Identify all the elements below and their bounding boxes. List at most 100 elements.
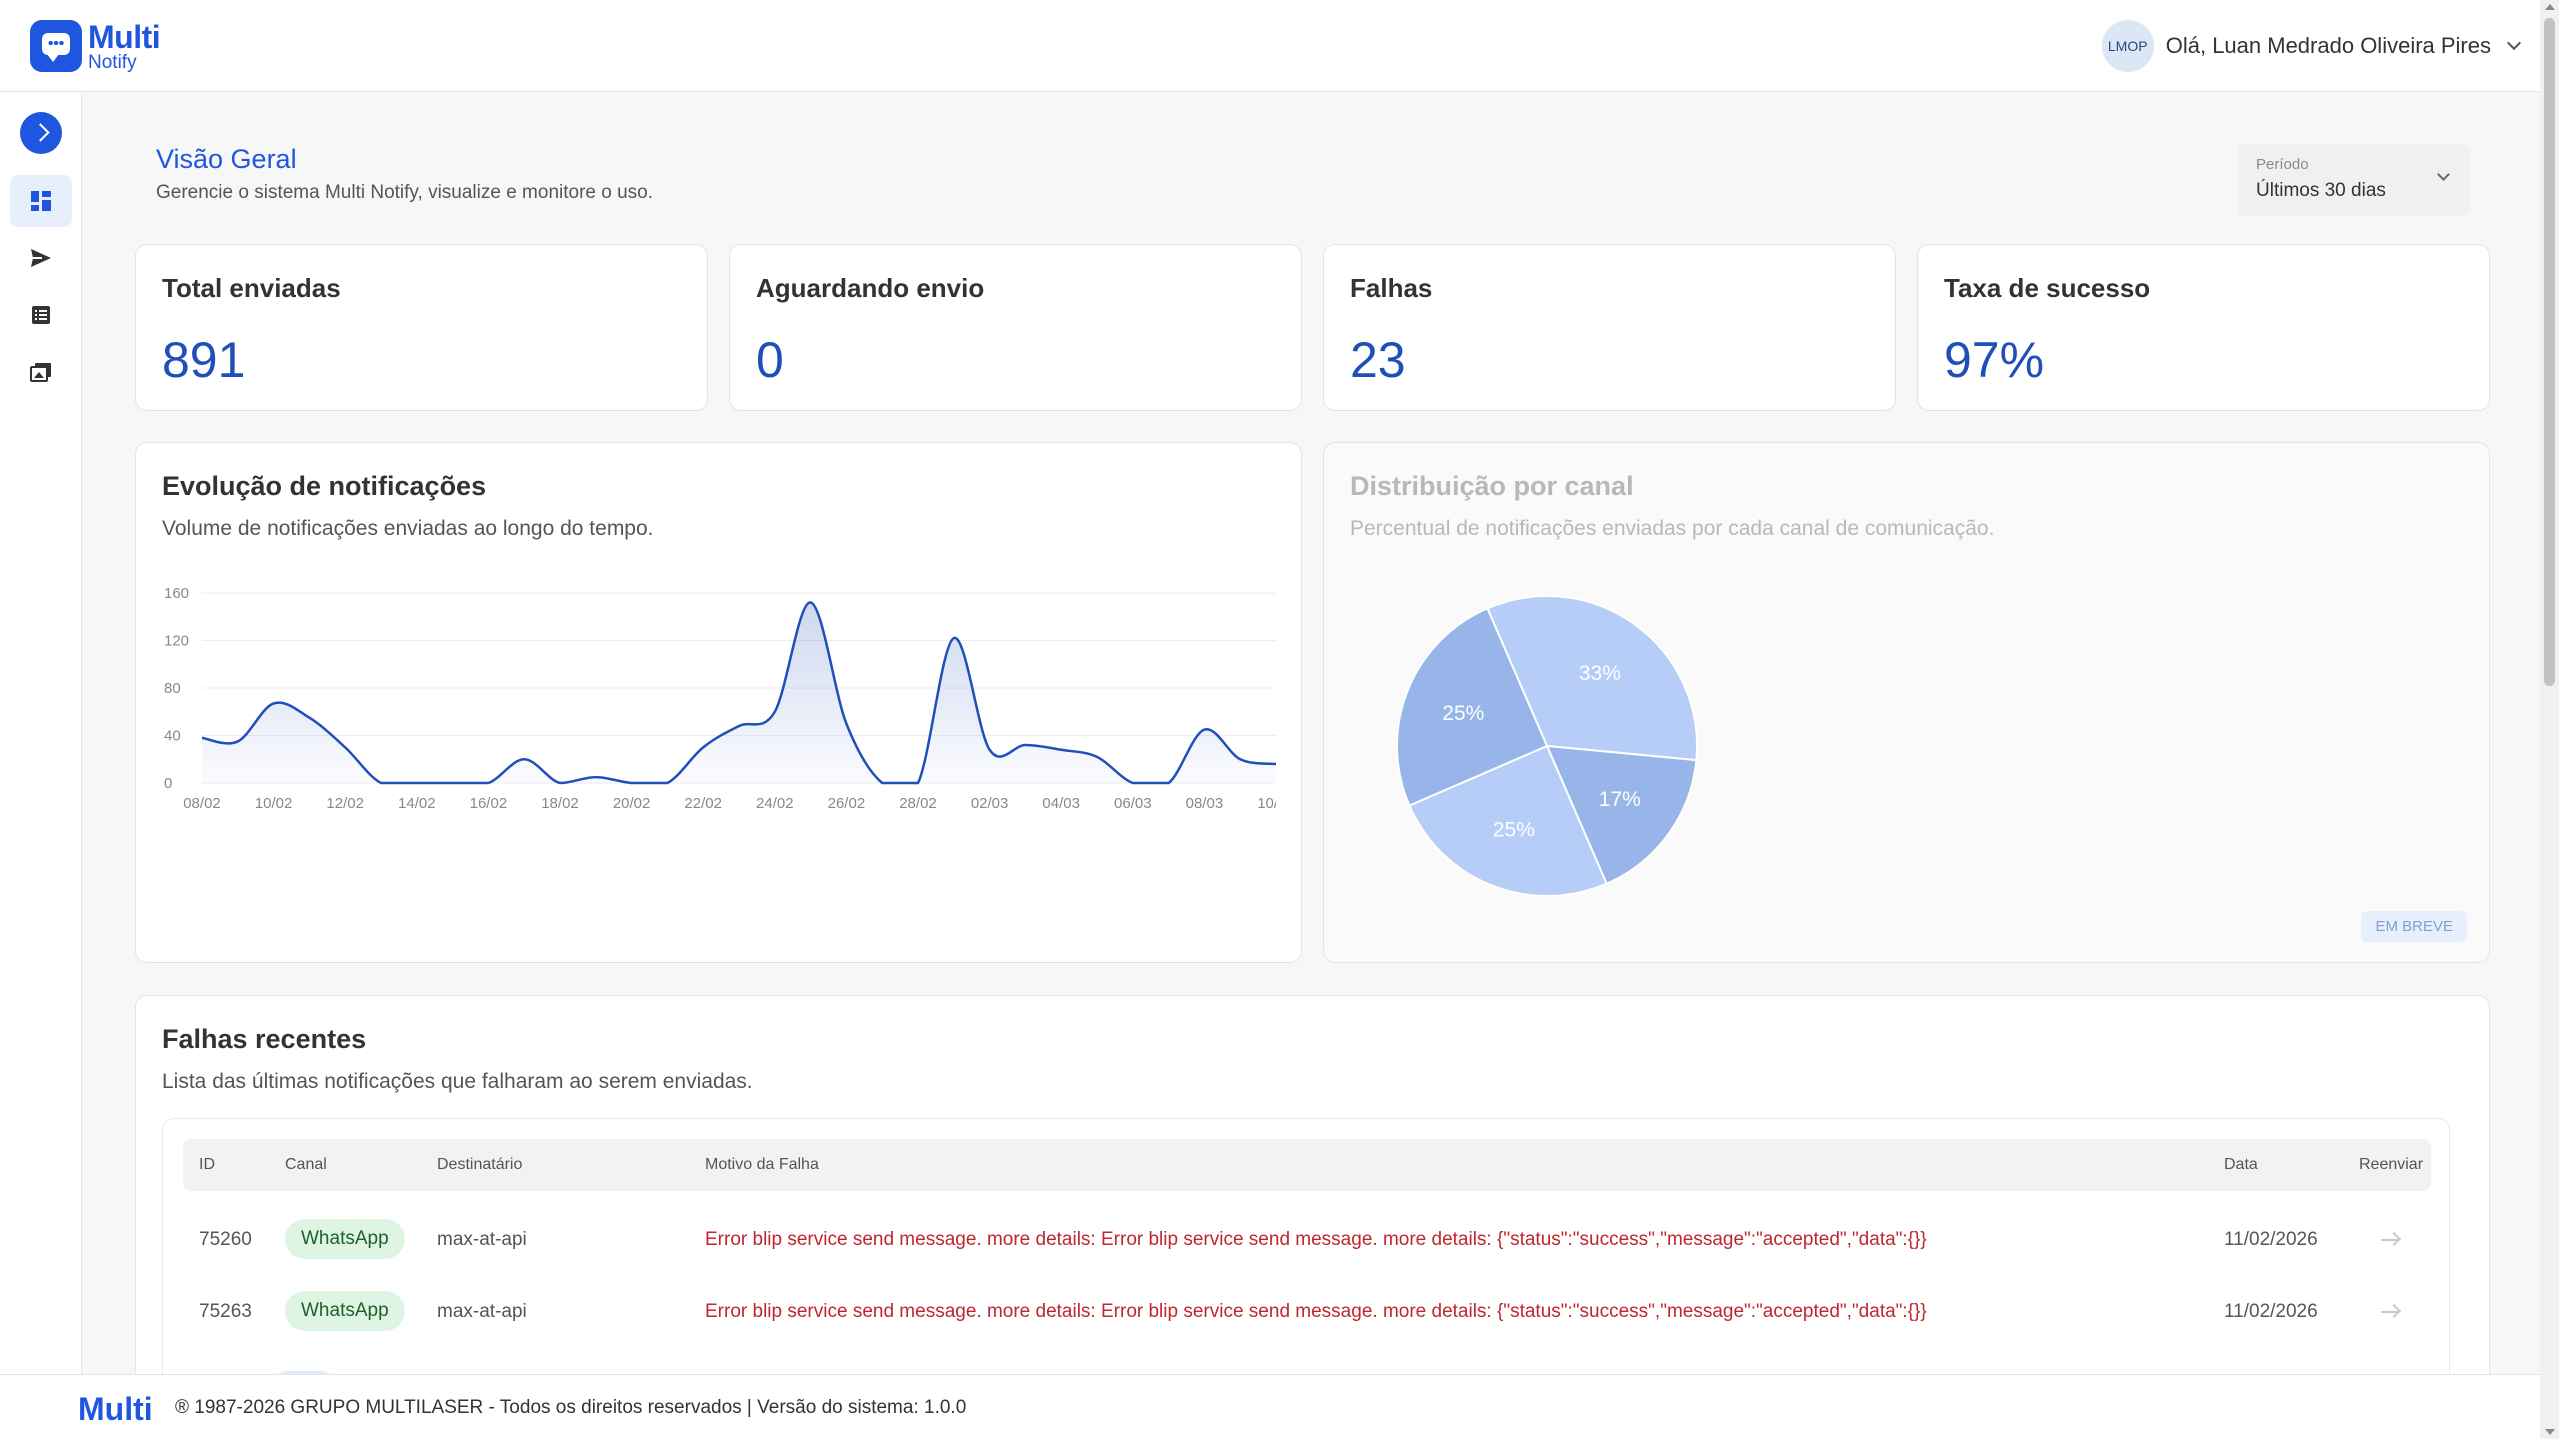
scroll-up-icon[interactable] (2545, 4, 2555, 10)
stat-value: 97% (1944, 332, 2045, 388)
distribution-title: Distribuição por canal (1350, 471, 1634, 501)
y-tick-label: 120 (164, 633, 189, 650)
x-tick-label: 20/02 (613, 795, 651, 812)
scroll-thumb[interactable] (2544, 18, 2555, 686)
user-menu[interactable]: LMOP Olá, Luan Medrado Oliveira Pires (2101, 20, 2522, 72)
resend-arrow-icon[interactable] (2381, 1239, 2399, 1241)
series-area (202, 602, 1276, 783)
x-tick-label: 28/02 (899, 795, 937, 812)
x-tick-label: 18/02 (541, 795, 579, 812)
row-reason: Error blip service send message. more de… (705, 1301, 1927, 1322)
stat-title: Taxa de sucesso (1944, 273, 2151, 303)
failures-title: Falhas recentes (162, 1024, 367, 1054)
row-id: 75263 (199, 1301, 252, 1322)
period-label: Período (2256, 156, 2309, 173)
stat-card-pending: Aguardando envio 0 (729, 244, 1302, 411)
pie-slice-label: 25% (1442, 702, 1484, 725)
expand-sidebar-button[interactable] (20, 112, 62, 154)
channel-chip-partial (268, 1371, 340, 1374)
period-select[interactable]: Período Últimos 30 dias (2238, 144, 2470, 216)
distribution-subtitle: Percentual de notificações enviadas por … (1350, 517, 1995, 540)
pie-slice-label: 25% (1493, 819, 1535, 842)
x-tick-label: 24/02 (756, 795, 794, 812)
x-tick-label: 10/02 (255, 795, 293, 812)
footer-text: ® 1987-2026 GRUPO MULTILASER - Todos os … (175, 1397, 967, 1418)
row-date: 11/02/2026 (2224, 1229, 2318, 1250)
row-recipient: max-at-api (437, 1301, 527, 1322)
avatar: LMOP (2101, 20, 2154, 72)
user-greeting: Olá, Luan Medrado Oliveira Pires (2165, 33, 2491, 58)
y-tick-label: 40 (164, 728, 181, 745)
templates-icon (30, 363, 51, 382)
column-channel: Canal (285, 1156, 327, 1173)
period-value: Últimos 30 dias (2256, 180, 2386, 201)
send-icon (31, 249, 51, 267)
footer: Multi ® 1987-2026 GRUPO MULTILASER - Tod… (0, 1374, 2540, 1439)
chat-bubble-icon (30, 20, 82, 72)
page-scrollbar[interactable] (2540, 0, 2559, 1439)
distribution-card: Distribuição por canal Percentual de not… (1323, 442, 2490, 963)
chevron-down-icon (2437, 168, 2450, 181)
page-title: Visão Geral (156, 144, 297, 174)
x-tick-label: 04/03 (1042, 795, 1080, 812)
x-tick-label: 12/02 (326, 795, 364, 812)
x-tick-label: 06/03 (1114, 795, 1152, 812)
row-id: 75260 (199, 1229, 252, 1250)
stat-value: 891 (162, 332, 246, 388)
sidebar-item-templates[interactable] (10, 346, 72, 398)
page-subtitle: Gerencie o sistema Multi Notify, visuali… (156, 182, 654, 203)
distribution-chart: 33% 17% 25% 25% (1396, 595, 1698, 897)
column-date: Data (2224, 1156, 2258, 1173)
list-icon (32, 306, 50, 324)
channel-chip: WhatsApp (285, 1291, 405, 1331)
scroll-down-icon[interactable] (2545, 1429, 2555, 1435)
x-tick-label: 08/02 (183, 795, 221, 812)
resend-arrow-icon[interactable] (2381, 1311, 2399, 1313)
channel-chip: WhatsApp (285, 1219, 405, 1259)
sidebar-item-list[interactable] (10, 289, 72, 341)
sidebar-item-send[interactable] (10, 232, 72, 284)
y-tick-label: 80 (164, 680, 181, 697)
logo-text-line1: Multi (88, 18, 161, 55)
row-date: 11/02/2026 (2224, 1301, 2318, 1322)
sidebar (0, 92, 82, 1439)
evolution-title: Evolução de notificações (162, 471, 487, 501)
pie-slice (1408, 744, 1608, 897)
row-reason: Error blip service send message. more de… (705, 1229, 1927, 1250)
y-tick-label: 0 (164, 775, 172, 792)
table-row: 75263 WhatsApp max-at-api Error blip ser… (183, 1277, 2431, 1349)
stat-value: 23 (1350, 332, 1406, 388)
stat-title: Falhas (1350, 273, 1433, 303)
x-tick-label: 14/02 (398, 795, 436, 812)
recent-failures-card: Falhas recentes Lista das últimas notifi… (135, 995, 2490, 1374)
app-logo[interactable]: Multi Notify (30, 18, 161, 73)
failures-table: ID Canal Destinatário Motivo da Falha Da… (162, 1118, 2450, 1374)
table-header: ID Canal Destinatário Motivo da Falha Da… (183, 1139, 2431, 1191)
row-recipient: max-at-api (437, 1229, 527, 1250)
logo-text-line2: Notify (88, 51, 137, 73)
top-bar: Multi Notify LMOP Olá, Luan Medrado Oliv… (0, 0, 2559, 92)
x-tick-label: 10/03 (1257, 795, 1276, 812)
evolution-subtitle: Volume de notificações enviadas ao longo… (162, 517, 654, 540)
y-tick-label: 160 (164, 585, 189, 602)
stat-card-failures: Falhas 23 (1323, 244, 1896, 411)
sidebar-item-dashboard[interactable] (10, 175, 72, 227)
table-row: 75260 WhatsApp max-at-api Error blip ser… (183, 1205, 2431, 1277)
pie-slice (1396, 607, 1549, 807)
stat-title: Aguardando envio (756, 273, 985, 303)
main-content: Visão Geral Gerencie o sistema Multi Not… (83, 92, 2540, 1374)
evolution-chart: 0 40 80 120 160 08/02 10/02 12/02 14/02 16/02 18/0… (164, 585, 1276, 812)
dashboard-icon (31, 191, 51, 211)
stat-card-total: Total enviadas 891 (135, 244, 708, 411)
failures-subtitle: Lista das últimas notificações que falha… (162, 1070, 753, 1093)
footer-logo: Multi (78, 1391, 153, 1427)
coming-soon-badge: EM BREVE (2361, 911, 2467, 942)
evolution-card: Evolução de notificações Volume de notif… (135, 442, 1302, 963)
column-resend: Reenviar (2359, 1156, 2424, 1173)
pie-slice-label: 33% (1579, 662, 1621, 685)
stat-value: 0 (756, 332, 784, 388)
column-id: ID (199, 1156, 215, 1173)
chevron-down-icon (2506, 35, 2522, 51)
stat-title: Total enviadas (162, 273, 341, 303)
stat-card-success-rate: Taxa de sucesso 97% (1917, 244, 2490, 411)
